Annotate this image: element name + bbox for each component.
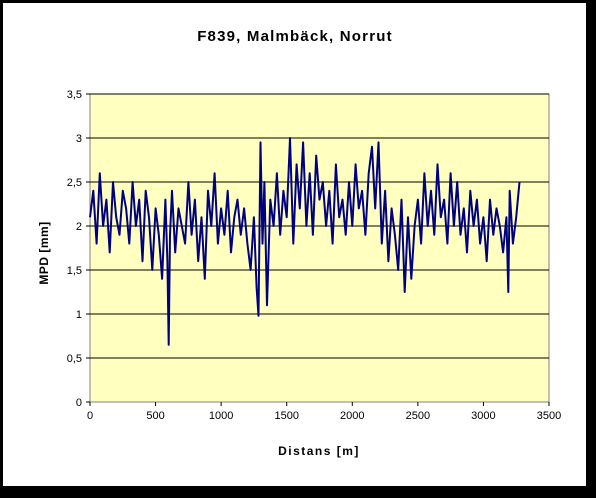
x-axis-label: Distans [m] xyxy=(278,444,360,458)
chart-area: 0 0,5 1 1,5 2 2,5 3 3,5 0 500 1000 1500 2000 2500 300… xyxy=(3,3,586,486)
y-tick-label: 1 xyxy=(76,309,82,321)
y-tick-label: 2 xyxy=(76,221,82,233)
x-tick-labels: 0 500 1000 1500 2000 2500 3000 3500 xyxy=(87,402,561,422)
y-tick-labels: 0 0,5 1 1,5 2 2,5 3 3,5 xyxy=(67,89,90,409)
y-tick-label: 3 xyxy=(76,133,82,145)
grid-lines xyxy=(90,93,549,359)
series-line xyxy=(89,137,521,346)
y-tick-label: 3,5 xyxy=(67,89,82,101)
chart-title: F839, Malmbäck, Norrut xyxy=(197,28,393,45)
y-tick-label: 1,5 xyxy=(67,265,82,277)
x-tick-label: 1500 xyxy=(274,410,298,422)
x-tick-label: 2500 xyxy=(406,410,430,422)
x-tick-label: 3500 xyxy=(537,410,561,422)
x-tick-label: 500 xyxy=(146,410,164,422)
series-group xyxy=(89,137,521,346)
x-tick-label: 1000 xyxy=(209,410,233,422)
x-tick-label: 0 xyxy=(87,410,93,422)
y-tick-label: 2,5 xyxy=(67,177,82,189)
x-tick-label: 2000 xyxy=(340,410,364,422)
y-tick-label: 0 xyxy=(76,397,82,409)
y-axis-label: MPD [mm] xyxy=(37,221,51,284)
x-tick-label: 3000 xyxy=(471,410,495,422)
y-tick-label: 0,5 xyxy=(67,353,82,365)
chart-svg: 0 0,5 1 1,5 2 2,5 3 3,5 0 500 1000 1500 2000 2500 300… xyxy=(37,28,561,458)
